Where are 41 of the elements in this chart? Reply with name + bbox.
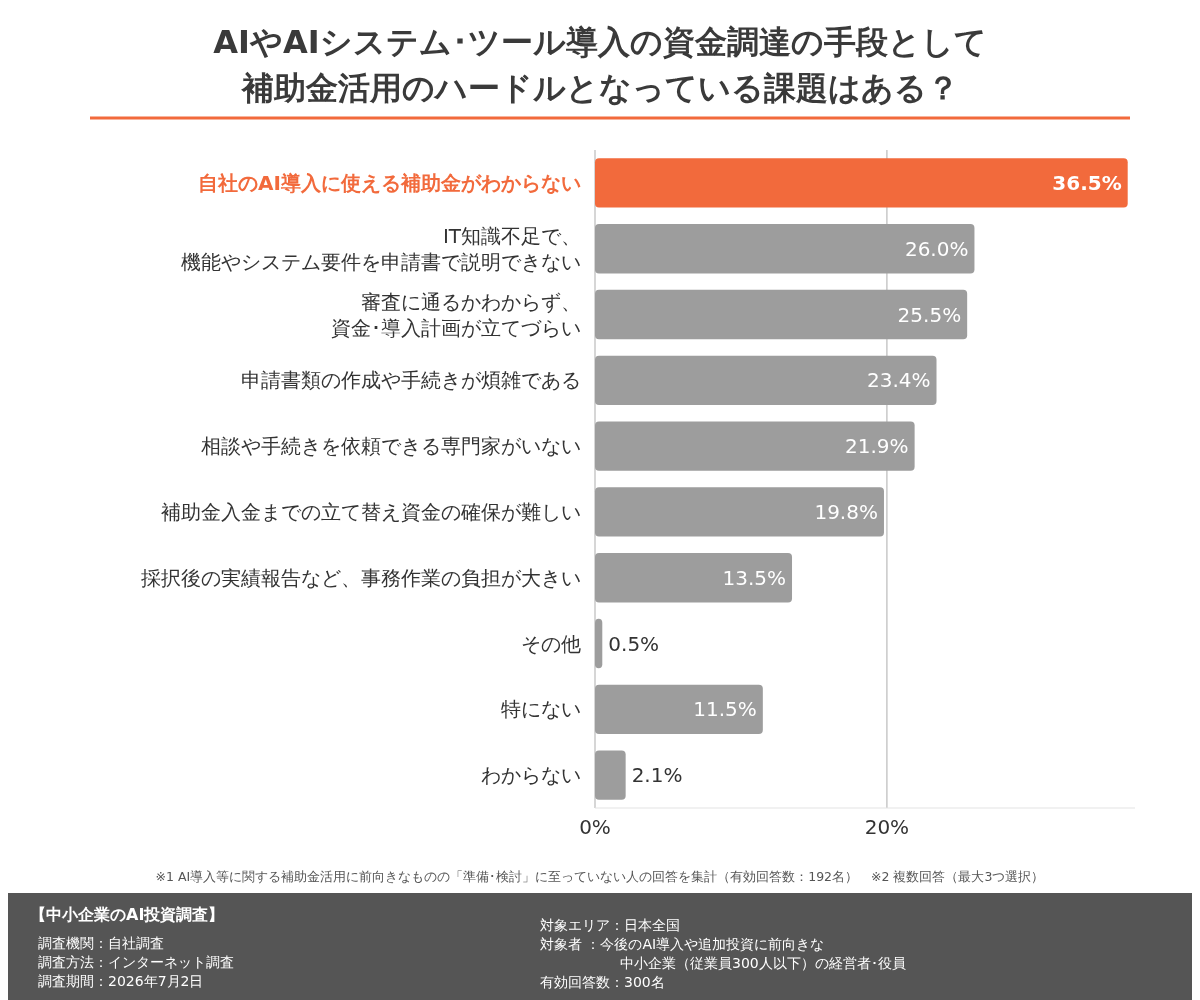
y-tick-label: わからない bbox=[481, 763, 581, 788]
x-tick-label: 0% bbox=[579, 815, 611, 839]
bar bbox=[595, 355, 937, 405]
bar bbox=[595, 421, 915, 471]
text: 調査機関：自社調査 bbox=[38, 935, 164, 951]
text: ※1 AI導入等に関する補助金活用に前向きなものの「準備･検討」に至っていない人の回答を集計（有効回答数：192名） ※2 複数回答（最大3つ選択） bbox=[155, 869, 1045, 884]
data-label: 13.5% bbox=[722, 565, 787, 590]
chart-title: AIやAIシステム･ツール導入の資金調達の手段として補助金活用のハードルとなっている課題はある？ bbox=[213, 23, 987, 107]
y-tick-label: 申請書類の作成や手続きが煩雑である bbox=[241, 368, 581, 393]
y-tick-label: 補助金入金までの立て替え資金の確保が難しい bbox=[161, 499, 581, 524]
text: 対象エリア：日本全国 bbox=[540, 917, 680, 933]
text: 有効回答数：300名 bbox=[540, 974, 665, 990]
text: 調査方法：インターネット調査 bbox=[38, 954, 234, 970]
y-tick-label: 特にない bbox=[501, 697, 581, 722]
bar bbox=[595, 684, 763, 734]
data-label: 36.5% bbox=[1052, 170, 1122, 195]
data-label: 19.8% bbox=[814, 499, 878, 524]
text: 調査期間：2026年7月2日 bbox=[38, 973, 204, 989]
data-label: 0.5% bbox=[608, 631, 660, 656]
data-label: 2.1% bbox=[631, 763, 683, 788]
y-tick-label: 審査に通るかわからず、資金･導入計画が立てづらい bbox=[331, 289, 581, 340]
bar bbox=[595, 750, 626, 800]
y-tick-label: その他 bbox=[521, 631, 581, 656]
bar bbox=[595, 618, 603, 669]
y-tick-label: 採択後の実績報告など、事務作業の負担が大きい bbox=[141, 565, 581, 590]
data-label: 25.5% bbox=[897, 302, 962, 327]
bar bbox=[595, 289, 968, 340]
data-label: 23.4% bbox=[866, 368, 931, 393]
data-label: 26.0% bbox=[904, 236, 969, 261]
bar bbox=[595, 487, 884, 537]
bar bbox=[595, 158, 1128, 208]
data-label: 21.9% bbox=[845, 434, 909, 459]
x-tick-label: 20% bbox=[864, 815, 910, 839]
y-tick-label: 相談や手続きを依頼できる専門家がいない bbox=[201, 434, 581, 459]
text: 【中小企業のAI投資調査】 bbox=[30, 905, 225, 924]
y-tick-label: 自社のAI導入に使える補助金がわからない bbox=[198, 170, 581, 195]
y-tick-label: IT知識不足で、機能やシステム要件を申請書で説明できない bbox=[181, 223, 581, 274]
data-label: 11.5% bbox=[693, 697, 757, 722]
bar bbox=[595, 553, 793, 603]
text: 対象者 ：今後のAI導入や追加投資に前向きな中小企業（従業員300人以下）の経営者･役員 bbox=[540, 936, 906, 971]
bar bbox=[595, 224, 975, 274]
